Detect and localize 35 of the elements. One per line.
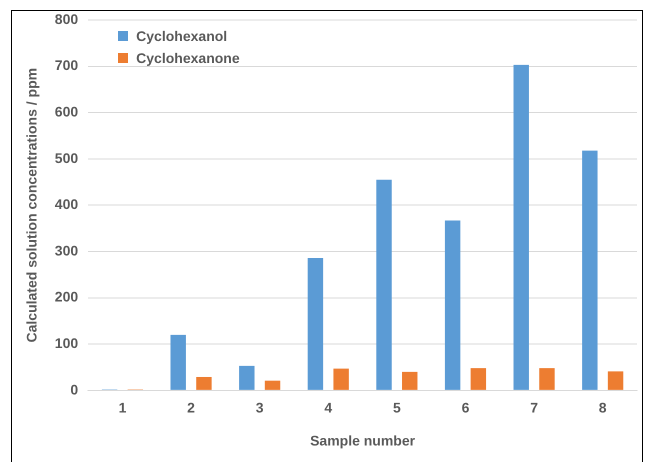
y-tick-label: 800 xyxy=(54,10,78,27)
bar xyxy=(514,64,529,390)
y-tick-label: 300 xyxy=(54,242,78,258)
bar xyxy=(239,366,255,390)
x-tick-label: 3 xyxy=(256,400,264,416)
x-tick-label: 2 xyxy=(187,400,196,416)
y-tick-label: 100 xyxy=(54,334,78,351)
bar xyxy=(333,368,349,390)
x-tick-label: 4 xyxy=(324,400,332,416)
y-axis-title: Calculated solution concentrations / ppm xyxy=(23,68,40,342)
bar xyxy=(608,371,624,390)
bar xyxy=(376,180,392,390)
x-tick-label: 6 xyxy=(462,400,470,416)
x-tick-label: 8 xyxy=(598,400,607,416)
bar xyxy=(308,258,324,390)
bar xyxy=(444,220,460,390)
y-tick-label: 700 xyxy=(54,57,78,74)
bar xyxy=(264,380,280,390)
bar xyxy=(402,372,418,390)
bar xyxy=(539,368,555,390)
y-tick-label: 500 xyxy=(54,150,78,166)
legend-label: Cyclohexanol xyxy=(136,28,228,44)
y-tick-label: 200 xyxy=(54,288,78,305)
y-tick-label: 600 xyxy=(54,103,78,120)
bar xyxy=(582,150,598,390)
bar xyxy=(170,334,186,390)
x-tick-label: 1 xyxy=(118,400,127,416)
y-tick-label: 400 xyxy=(54,196,78,212)
y-tick-label: 0 xyxy=(70,381,78,398)
bar xyxy=(470,368,486,390)
legend-label: Cyclohexanone xyxy=(136,50,240,66)
x-axis-title: Sample number xyxy=(310,432,416,448)
x-tick-label: 7 xyxy=(530,400,538,416)
x-tick-label: 5 xyxy=(392,400,401,416)
bar xyxy=(196,376,212,390)
